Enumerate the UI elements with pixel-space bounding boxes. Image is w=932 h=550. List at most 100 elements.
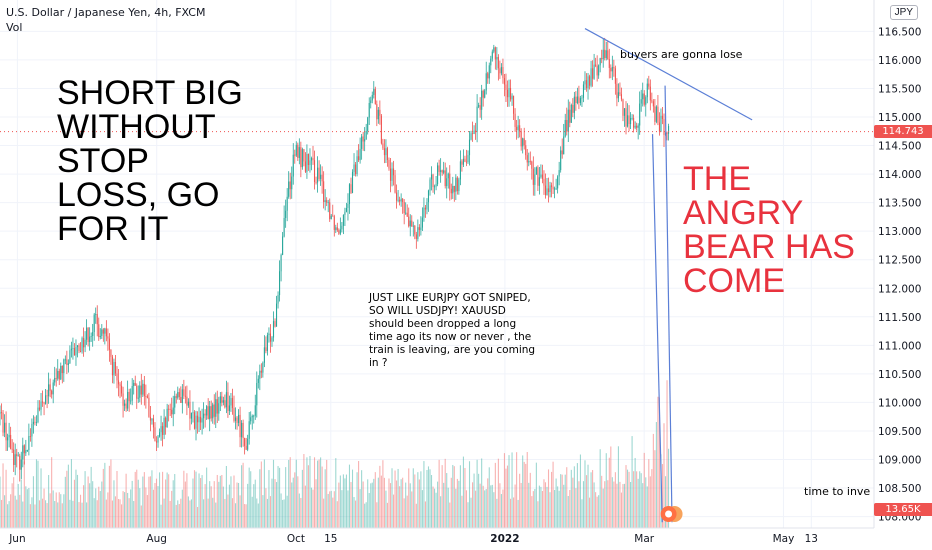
candle-body — [137, 397, 139, 399]
volume-bar — [90, 466, 92, 528]
volume-bar — [549, 492, 551, 528]
volume-bar — [497, 458, 499, 528]
candle-body — [534, 174, 536, 185]
volume-bar — [516, 452, 518, 528]
candle-body — [90, 335, 92, 337]
volume-bar — [382, 460, 384, 528]
volume-bar — [286, 495, 288, 528]
volume-bar — [289, 457, 291, 528]
volume-bar — [608, 457, 610, 528]
volume-bar — [588, 497, 591, 528]
volume-bar — [49, 493, 51, 528]
volume-bar — [478, 473, 480, 528]
candle-body — [70, 348, 72, 351]
y-tick-label: 108.500 — [878, 483, 921, 495]
candle-body — [374, 88, 376, 105]
volume-bar — [506, 465, 509, 528]
candle-body — [195, 415, 197, 429]
volume-bar — [617, 446, 619, 528]
volume-bar — [494, 462, 496, 528]
candle-body — [31, 423, 33, 437]
volume-bar — [7, 504, 9, 528]
volume-bar — [133, 501, 135, 528]
volume-bar — [163, 498, 165, 528]
candle-body — [423, 207, 425, 218]
currency-badge[interactable]: JPY — [889, 5, 918, 20]
volume-bar — [496, 498, 498, 528]
volume-bar — [374, 472, 376, 528]
volume-bar — [602, 488, 604, 528]
candle-body — [622, 99, 624, 116]
candle-body — [429, 179, 431, 191]
volume-bar — [415, 503, 417, 528]
candle-body — [491, 51, 493, 59]
candle-body — [11, 448, 13, 450]
candle-body — [158, 432, 161, 437]
volume-bar — [335, 458, 337, 528]
volume-bar — [192, 478, 194, 528]
volume-bar — [572, 477, 574, 528]
symbol-title: U.S. Dollar / Japanese Yen, 4h, FXCM — [6, 6, 206, 19]
volume-bar — [326, 459, 328, 528]
candle-body — [511, 95, 513, 100]
volume-bar — [236, 482, 238, 528]
volume-bar — [631, 436, 633, 528]
volume-bar — [34, 504, 36, 528]
candle-body — [201, 418, 203, 423]
volume-bar — [449, 502, 451, 528]
candle-body — [108, 338, 110, 350]
candle-body — [8, 434, 10, 438]
volume-bar — [190, 499, 192, 528]
volume-bar — [20, 479, 22, 528]
volume-bar — [285, 467, 287, 528]
volume-bar — [108, 465, 110, 528]
volume-bar — [136, 469, 138, 528]
candle-body — [256, 382, 258, 406]
candle-body — [277, 295, 279, 304]
volume-bar — [203, 499, 205, 528]
volume-indicator-label[interactable]: Vol — [6, 21, 23, 34]
candle-body — [23, 445, 25, 454]
candle-body — [333, 216, 335, 230]
candle-body — [323, 181, 325, 202]
candle-body — [37, 407, 39, 423]
candle-body — [35, 422, 38, 423]
last-price-tag: 114.743 — [874, 125, 932, 139]
volume-bar — [628, 471, 630, 528]
candle-body — [639, 103, 641, 126]
candle-body — [643, 93, 645, 105]
candle-body — [166, 408, 168, 428]
candle-body — [557, 176, 559, 189]
volume-bar — [239, 495, 241, 528]
candle-body — [666, 132, 668, 134]
candle-body — [633, 117, 635, 128]
candle-body — [236, 417, 238, 423]
volume-bar — [288, 459, 290, 528]
candle-body — [367, 117, 369, 132]
candle-body — [289, 181, 291, 190]
candle-body — [248, 421, 250, 439]
y-tick-label: 110.000 — [878, 397, 921, 409]
volume-bar — [611, 477, 613, 528]
volume-bar — [528, 482, 530, 528]
candle-body — [98, 324, 100, 338]
volume-bar — [520, 482, 522, 528]
volume-bar — [386, 502, 389, 528]
candle-body — [585, 80, 588, 89]
candle-body — [487, 73, 489, 79]
y-tick-label: 113.000 — [878, 226, 921, 238]
volume-bar — [318, 459, 320, 528]
volume-bar — [484, 490, 486, 528]
volume-bar — [75, 469, 77, 528]
volume-bar — [336, 501, 338, 528]
candle-body — [361, 136, 363, 149]
volume-bar — [160, 504, 162, 528]
candle-body — [377, 109, 379, 120]
candle-body — [171, 409, 173, 415]
volume-bar — [43, 488, 45, 528]
candle-body — [605, 50, 607, 59]
candle-body — [453, 185, 455, 192]
volume-bar — [560, 474, 562, 528]
volume-bar — [625, 465, 627, 528]
